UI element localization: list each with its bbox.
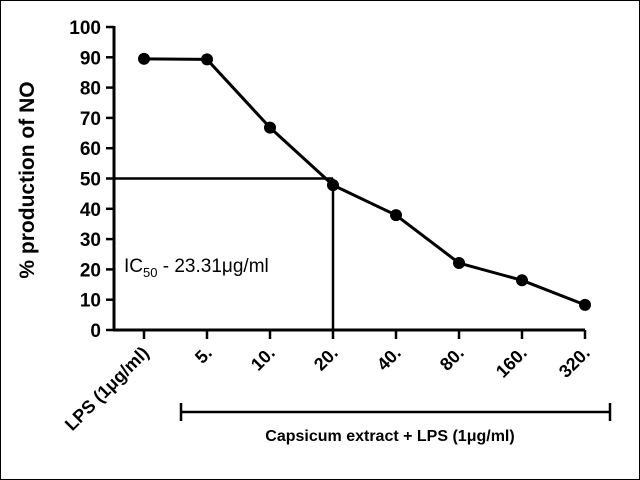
data-markers (138, 52, 591, 311)
y-axis: 0 10 20 30 40 50 60 70 80 90 100 (69, 18, 116, 342)
ic50-annotation: IC50 - 23.31μg/ml (124, 256, 269, 280)
y-axis-label: % production of NO (16, 81, 39, 278)
y-tick-label: 30 (80, 230, 101, 251)
x-tick-label: 40. (373, 343, 405, 375)
series-line (143, 57, 586, 307)
y-tick-label: 10 (80, 291, 101, 312)
data-point (390, 209, 402, 222)
y-tick-label: 90 (80, 48, 101, 69)
data-point (579, 298, 591, 311)
x-axis: LPS (1μg/ml) 5. 10. 20. 40. 80. 160. 320. (61, 328, 594, 435)
y-tick-label: 80 (80, 79, 101, 100)
x-tick-label: 20. (310, 343, 342, 375)
x-tick-label: 80. (436, 343, 468, 375)
y-tick-label: 70 (80, 109, 101, 130)
y-tick-label: 40 (80, 200, 101, 221)
x-tick-label: 160. (492, 343, 531, 382)
y-tick-label: 20 (80, 260, 101, 281)
y-tick-label: 100 (69, 18, 101, 39)
data-point (453, 257, 465, 270)
x-tick-label: 10. (247, 343, 279, 375)
y-tick-label: 50 (80, 170, 101, 191)
data-point (516, 274, 528, 287)
x-tick-label: 5. (191, 343, 216, 368)
x-tick-label: LPS (1μg/ml) (61, 343, 153, 435)
x-tick-label: 320. (555, 343, 594, 382)
data-point (201, 53, 213, 66)
data-point (264, 121, 276, 134)
x-bracket: Capsicum extract + LPS (1μg/ml) (179, 403, 612, 445)
bracket-label: Capsicum extract + LPS (1μg/ml) (265, 428, 514, 445)
data-point (138, 52, 150, 65)
series-polyline (143, 57, 586, 307)
data-point (327, 179, 339, 192)
y-tick-label: 60 (80, 139, 101, 160)
y-tick-label: 0 (90, 321, 101, 342)
ic50-guide-lines (114, 177, 335, 330)
